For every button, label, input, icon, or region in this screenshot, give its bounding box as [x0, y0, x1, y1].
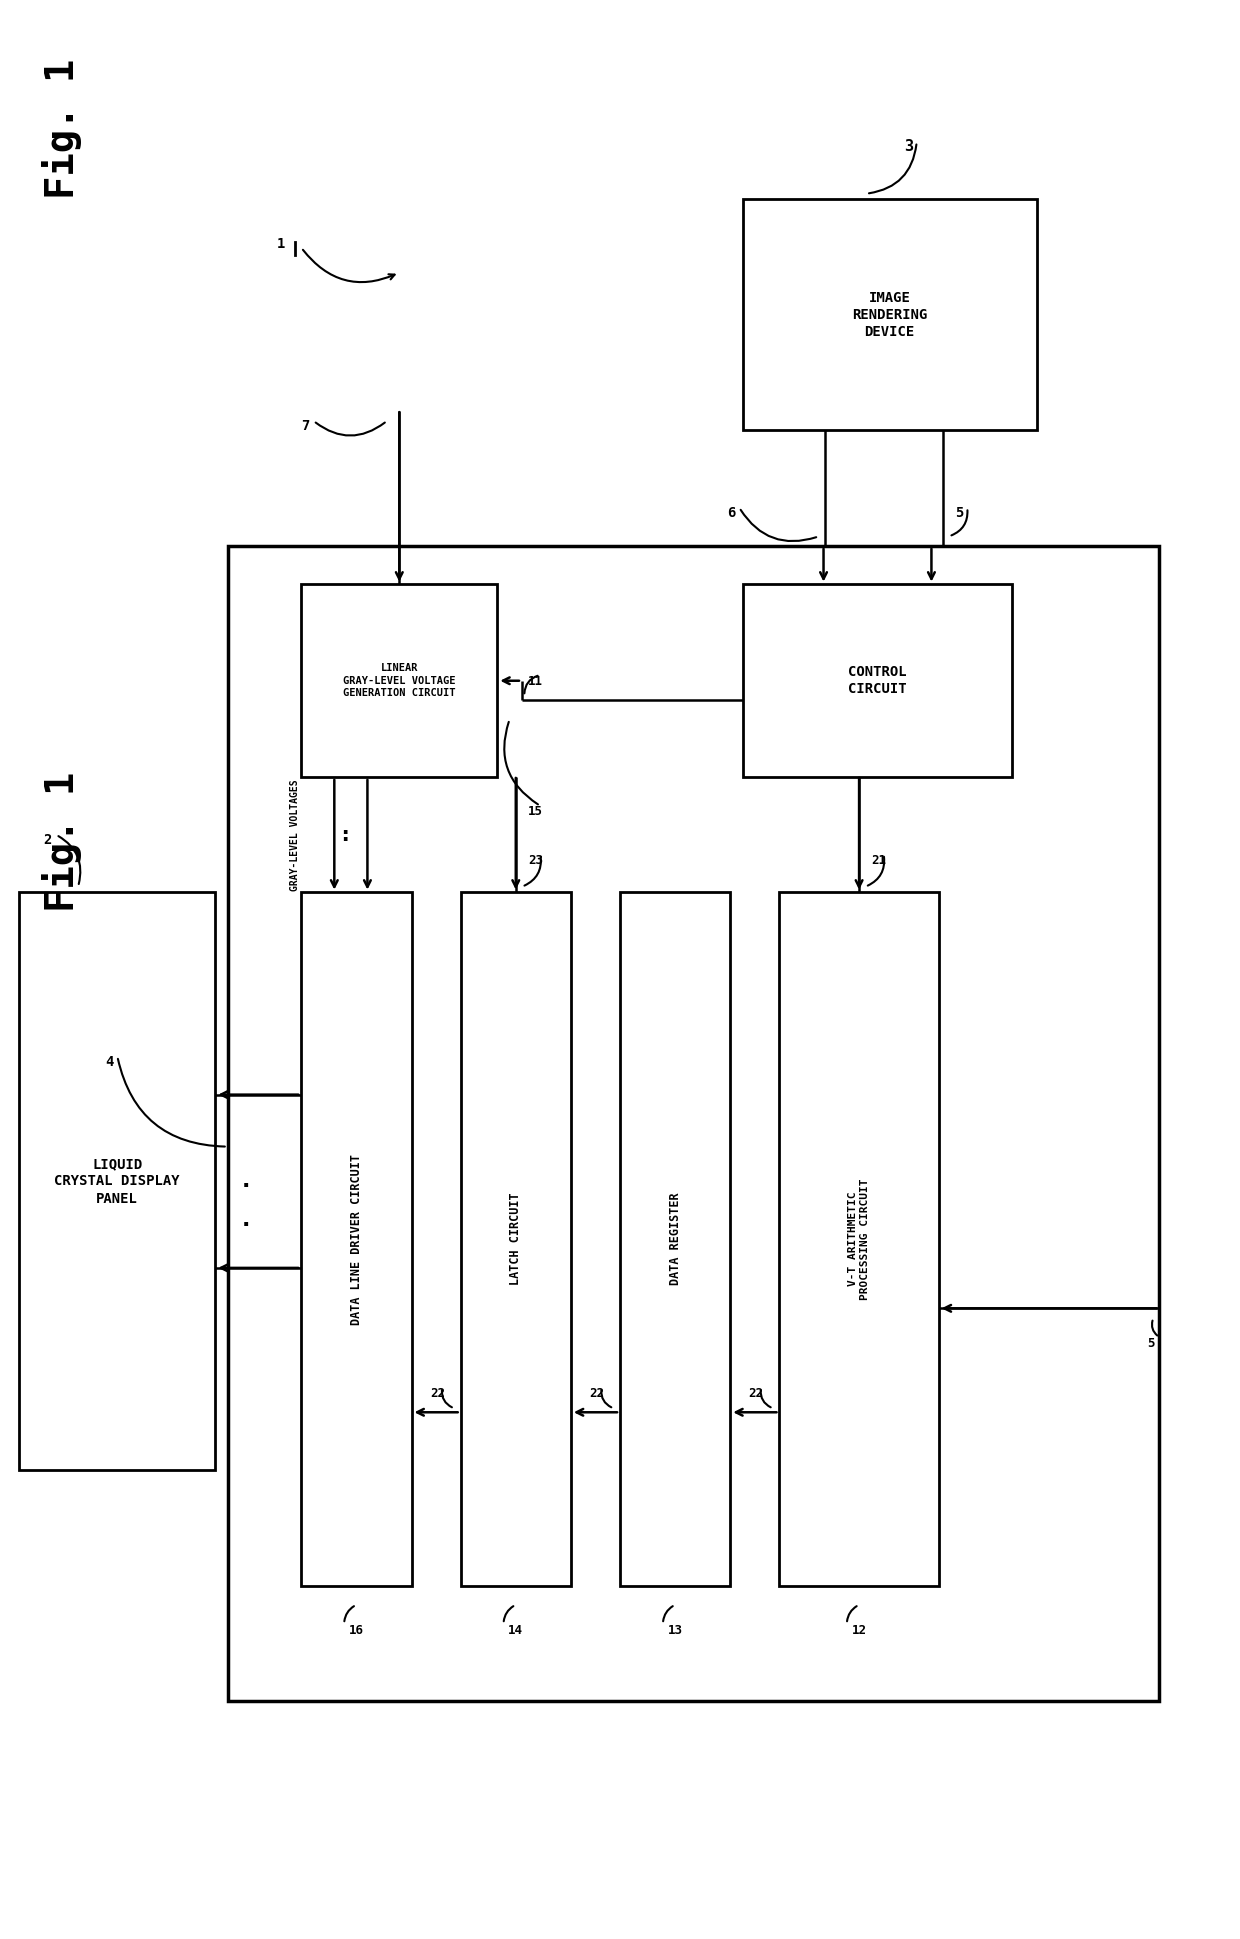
Bar: [620, 892, 730, 1586]
Text: GRAY-LEVEL VOLTAGES: GRAY-LEVEL VOLTAGES: [290, 779, 300, 890]
Text: 3: 3: [904, 140, 914, 155]
Text: 2: 2: [43, 834, 52, 847]
Text: 22: 22: [430, 1386, 445, 1400]
Text: 12: 12: [852, 1623, 867, 1637]
Text: 21: 21: [872, 853, 887, 867]
Text: 22: 22: [589, 1386, 604, 1400]
Text: 7: 7: [301, 419, 310, 434]
Text: 1: 1: [277, 237, 285, 250]
Text: IMAGE
RENDERING
DEVICE: IMAGE RENDERING DEVICE: [852, 291, 928, 339]
Bar: [743, 584, 1012, 778]
Bar: [301, 892, 412, 1586]
Text: 5: 5: [955, 506, 963, 520]
Text: 14: 14: [508, 1623, 523, 1637]
Text: 22: 22: [749, 1386, 764, 1400]
Text: 13: 13: [667, 1623, 683, 1637]
Text: Fig. 1: Fig. 1: [42, 60, 82, 200]
Bar: [228, 547, 1159, 1701]
Bar: [780, 892, 939, 1586]
Text: 4: 4: [105, 1055, 113, 1068]
Text: DATA REGISTER: DATA REGISTER: [668, 1192, 682, 1286]
Text: 16: 16: [348, 1623, 363, 1637]
Text: 23: 23: [528, 853, 543, 867]
Text: Fig. 1: Fig. 1: [42, 772, 82, 911]
Text: DATA LINE DRIVER CIRCUIT: DATA LINE DRIVER CIRCUIT: [350, 1154, 363, 1324]
Bar: [460, 892, 570, 1586]
Text: 15: 15: [528, 805, 543, 818]
Bar: [743, 200, 1037, 430]
Text: CONTROL
CIRCUIT: CONTROL CIRCUIT: [848, 665, 906, 696]
Text: 11: 11: [528, 675, 543, 688]
Text: :: :: [339, 824, 351, 845]
Bar: [19, 892, 216, 1470]
Text: 5: 5: [1147, 1336, 1154, 1350]
Text: 6: 6: [727, 506, 735, 520]
Text: LINEAR
GRAY-LEVEL VOLTAGE
GENERATION CIRCUIT: LINEAR GRAY-LEVEL VOLTAGE GENERATION CIR…: [343, 663, 455, 698]
Text: .: .: [242, 1210, 250, 1229]
Bar: [301, 584, 497, 778]
Text: V-T ARITHMETIC
PROCESSING CIRCUIT: V-T ARITHMETIC PROCESSING CIRCUIT: [848, 1179, 870, 1299]
Text: LIQUID
CRYSTAL DISPLAY
PANEL: LIQUID CRYSTAL DISPLAY PANEL: [55, 1158, 180, 1206]
Text: LATCH CIRCUIT: LATCH CIRCUIT: [510, 1192, 522, 1286]
Text: .: .: [242, 1171, 250, 1191]
